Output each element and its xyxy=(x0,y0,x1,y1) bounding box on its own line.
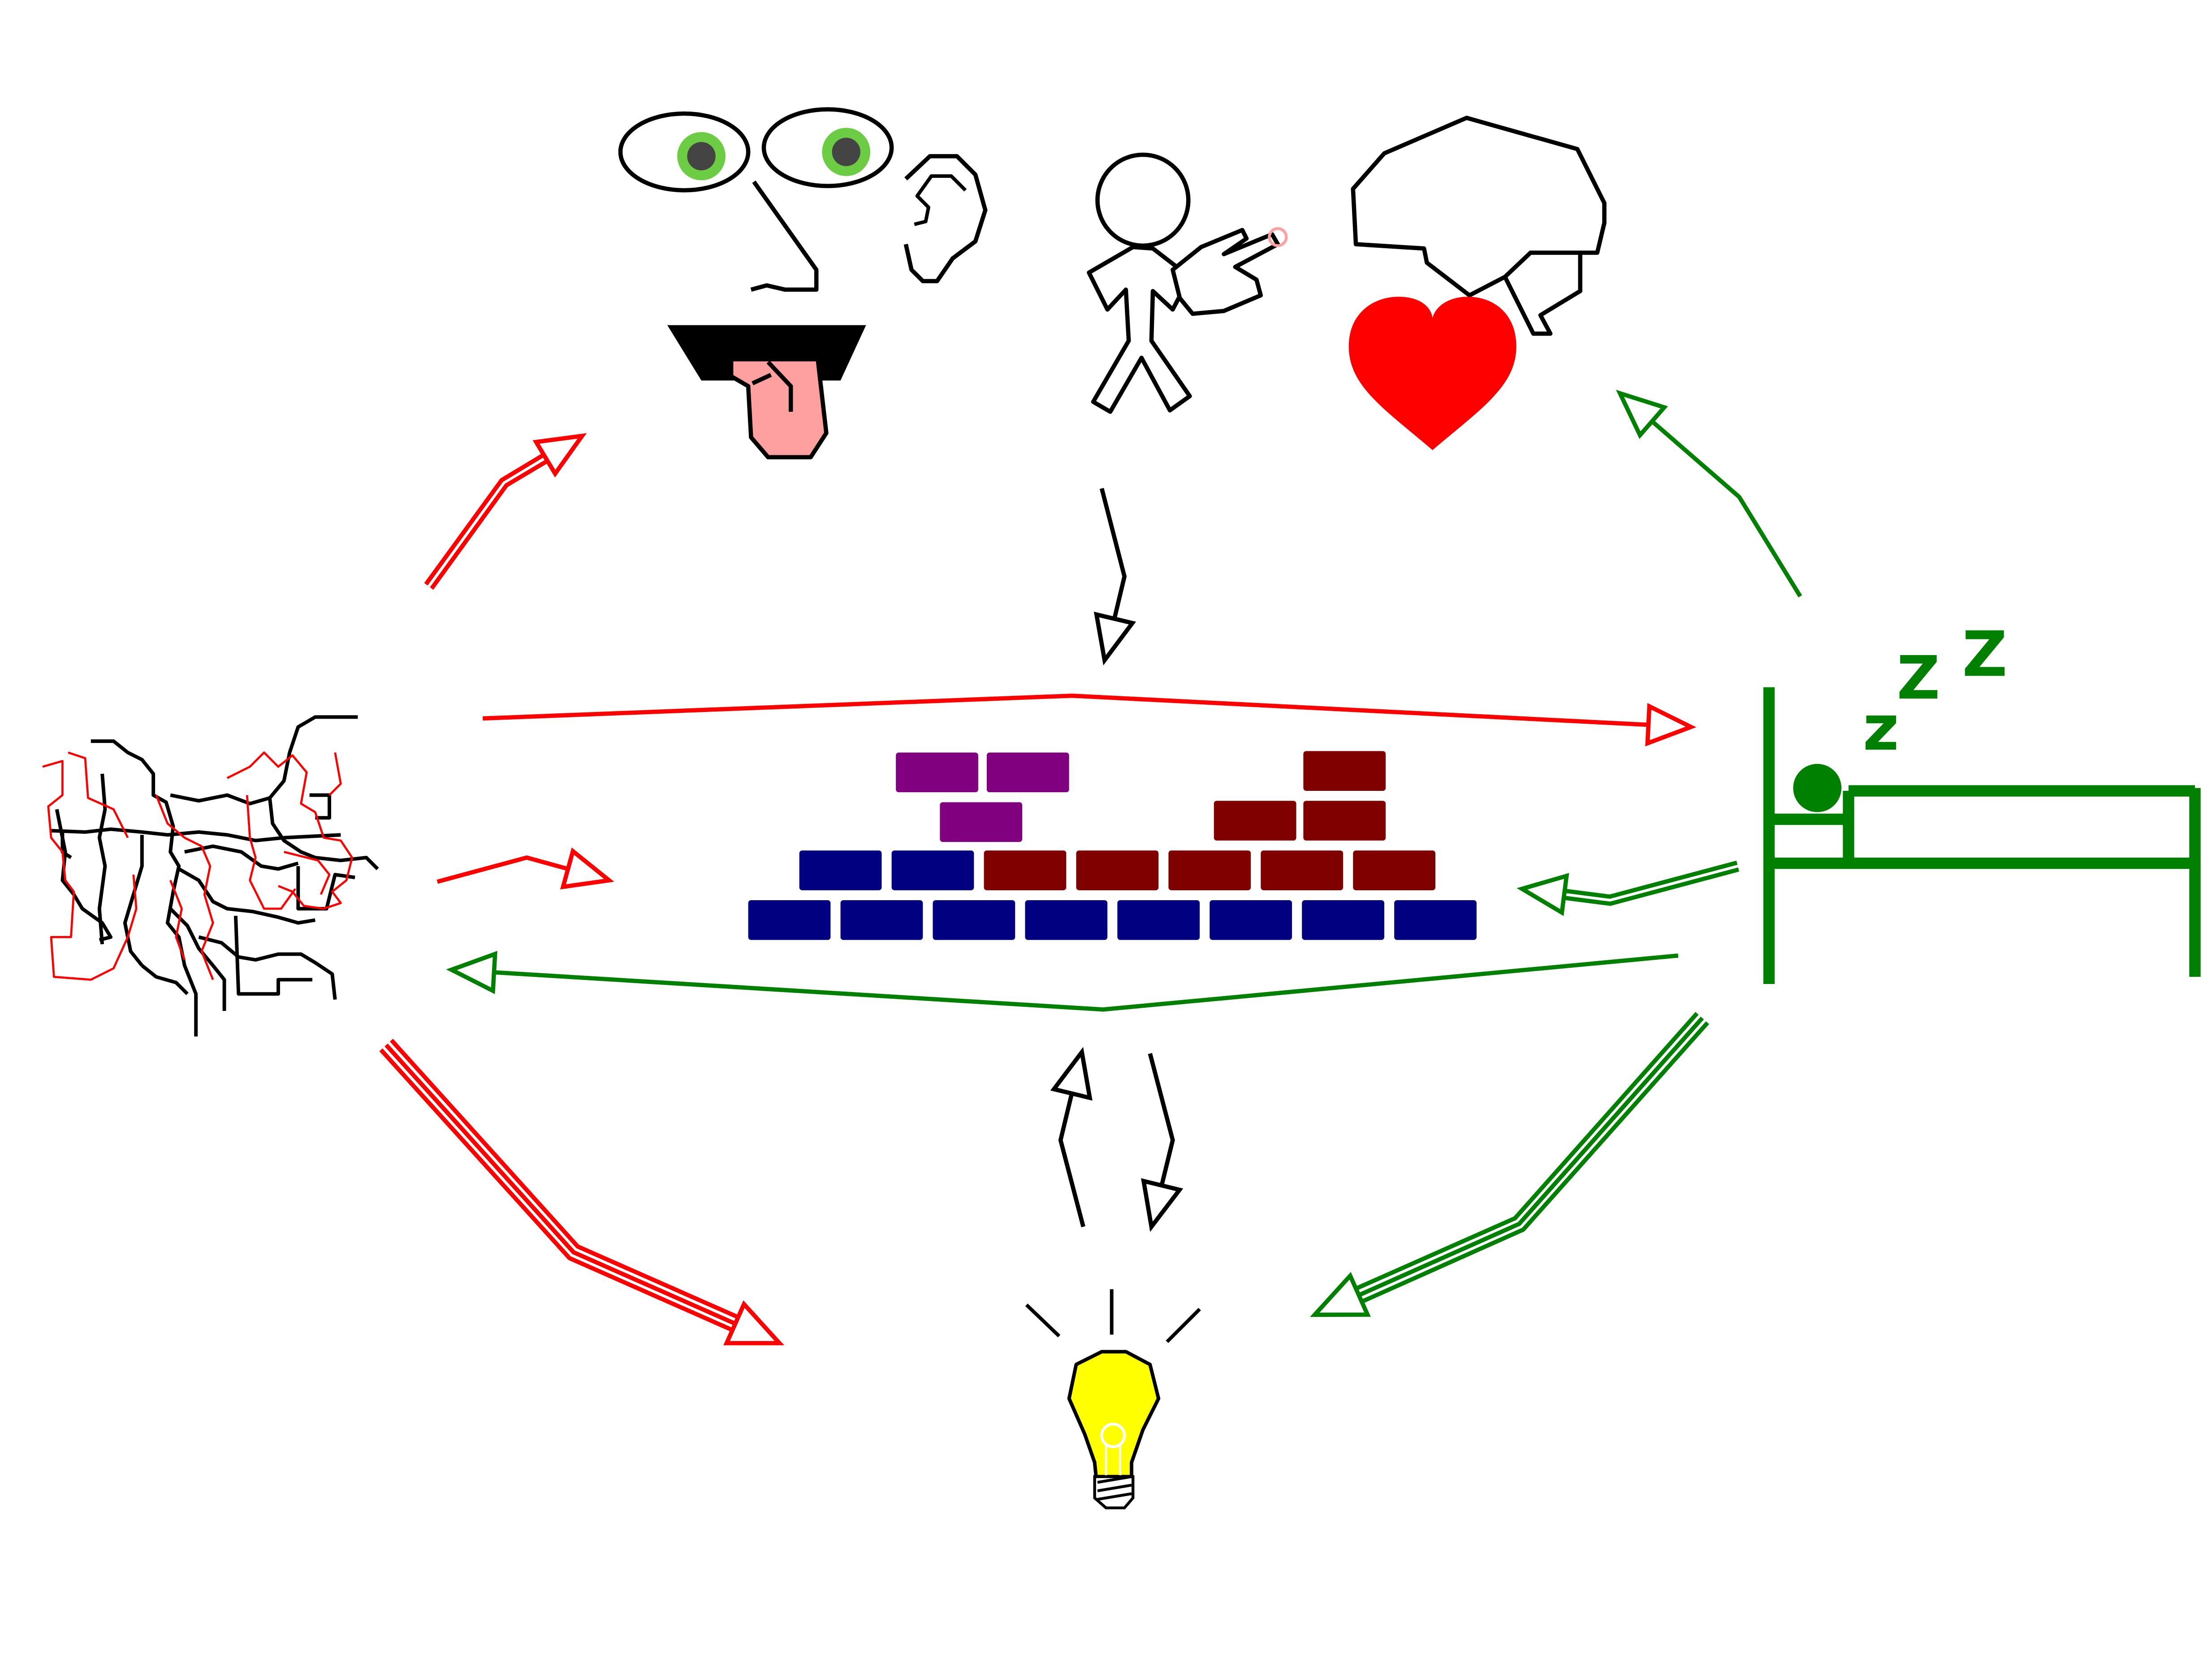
arrow-touch-to-knowledge-head xyxy=(1093,612,1136,666)
heart xyxy=(1348,297,1516,450)
bulb-glass xyxy=(1067,1350,1161,1479)
arrow-touch-to-knowledge-shaft xyxy=(1099,488,1127,620)
brick-navy xyxy=(1025,900,1108,940)
figure-head xyxy=(1095,152,1191,248)
brick-wall-icon xyxy=(748,751,1477,940)
arrow-sleep-to-insight-shaft xyxy=(1355,1012,1699,1291)
arrow-network-to-knowledge xyxy=(436,847,614,889)
brick-navy xyxy=(748,900,831,940)
arrows-layer xyxy=(379,389,1802,1346)
arrow-sleep-to-knowledge-shaft xyxy=(1564,860,1738,899)
brick-maroon xyxy=(1353,850,1436,890)
stick-figure-pointing-icon xyxy=(1087,152,1288,414)
arrow-network-to-senses-head xyxy=(532,433,587,478)
bulb-filament-stems xyxy=(1105,1445,1122,1477)
arrow-network-to-sleep-shaft xyxy=(482,693,1649,727)
brick-navy xyxy=(799,850,882,890)
face-icon xyxy=(618,107,988,460)
sleeper-head xyxy=(1793,764,1842,812)
light-ray-right xyxy=(1166,1307,1201,1343)
bulb-base xyxy=(1093,1475,1135,1510)
ear-inner xyxy=(914,174,967,226)
arrow-network-to-insight xyxy=(379,1039,785,1346)
arrow-insight-to-knowledge-shaft xyxy=(1058,1093,1085,1228)
arrow-knowledge-to-insight xyxy=(1141,1053,1184,1232)
sleep-z-small: z xyxy=(1863,692,1899,764)
bed-frame xyxy=(1769,785,2195,869)
arrow-network-to-knowledge-head xyxy=(560,847,614,889)
arrow-sleep-to-emotion-shaft xyxy=(1650,419,1802,598)
brick-maroon xyxy=(1168,850,1251,890)
arrow-knowledge-to-insight-head xyxy=(1141,1178,1184,1232)
brick-navy xyxy=(1210,900,1292,940)
nose xyxy=(750,180,819,292)
arrow-sleep-to-network-head xyxy=(446,951,497,994)
arrow-touch-to-knowledge xyxy=(1093,488,1136,666)
brick-navy xyxy=(1302,900,1384,940)
arrow-sleep-to-emotion-head xyxy=(1616,389,1668,439)
network-red-paths xyxy=(42,751,354,981)
tongue-crease xyxy=(752,360,793,412)
arrow-network-to-senses-shaft xyxy=(424,453,545,586)
brick-maroon xyxy=(1303,751,1386,791)
brick-maroon xyxy=(1214,801,1296,841)
light-ray-left xyxy=(1025,1303,1061,1337)
arrow-network-to-senses xyxy=(424,433,587,590)
arrow-network-to-sleep-head xyxy=(1645,703,1697,746)
bulb-filament xyxy=(1100,1423,1126,1449)
pointing-hand xyxy=(1171,228,1280,316)
brick-purple xyxy=(940,802,1023,842)
brain-stem-line xyxy=(1503,250,1581,279)
arrow-sleep-to-insight-shaft xyxy=(1361,1021,1709,1304)
brick-maroon xyxy=(1261,850,1344,890)
brick-navy xyxy=(891,850,974,890)
arrow-sleep-to-knowledge-head xyxy=(1516,873,1569,916)
arrow-network-to-insight-head xyxy=(723,1300,785,1346)
arrow-network-to-senses-shaft xyxy=(430,459,549,590)
arrow-sleep-to-network-shaft xyxy=(493,953,1679,1012)
arrow-sleep-to-emotion xyxy=(1616,389,1802,598)
brick-navy xyxy=(840,900,923,940)
sleep-z-large: Z xyxy=(1962,618,2007,690)
arrow-insight-to-knowledge-head xyxy=(1050,1047,1093,1101)
arrow-sleep-to-insight-shaft xyxy=(1358,1016,1704,1297)
brick-navy xyxy=(1394,900,1477,940)
arrow-sleep-to-network xyxy=(446,951,1679,1012)
arrow-network-to-insight-shaft xyxy=(379,1048,734,1332)
arrow-sleep-to-knowledge xyxy=(1516,860,1739,916)
left-pupil xyxy=(687,142,716,171)
brick-navy xyxy=(933,900,1015,940)
arrow-network-to-knowledge-shaft xyxy=(436,855,569,884)
arrow-sleep-to-knowledge-shaft xyxy=(1563,867,1739,906)
arrow-sleep-to-insight-head xyxy=(1309,1272,1371,1317)
ear xyxy=(903,154,988,284)
brick-navy xyxy=(1117,900,1200,940)
brain xyxy=(1351,116,1607,336)
brick-maroon xyxy=(1303,801,1386,841)
arrow-knowledge-to-insight-shaft xyxy=(1148,1053,1175,1186)
lightbulb-icon xyxy=(1025,1289,1201,1510)
sleep-z-medium: Z xyxy=(1897,643,1940,713)
brick-purple xyxy=(986,752,1069,793)
arrow-insight-to-knowledge xyxy=(1050,1047,1093,1228)
brain-heart-icon xyxy=(1348,116,1607,450)
arrow-sleep-to-insight xyxy=(1309,1012,1709,1317)
bulb-base-threads xyxy=(1097,1475,1132,1501)
fingertip-glow xyxy=(1268,227,1288,247)
sleep-z-letters: z Z Z xyxy=(1863,618,2008,764)
arrow-network-to-insight-shaft xyxy=(385,1044,736,1326)
brick-maroon xyxy=(1076,850,1159,890)
right-pupil xyxy=(832,138,860,166)
sleeping-in-bed-icon xyxy=(1763,687,2201,984)
brick-maroon xyxy=(984,850,1067,890)
brick-purple xyxy=(896,752,978,793)
arrow-network-to-sleep xyxy=(482,693,1697,746)
arrow-network-to-insight-shaft xyxy=(389,1039,739,1320)
neural-network-icon xyxy=(42,715,379,1037)
